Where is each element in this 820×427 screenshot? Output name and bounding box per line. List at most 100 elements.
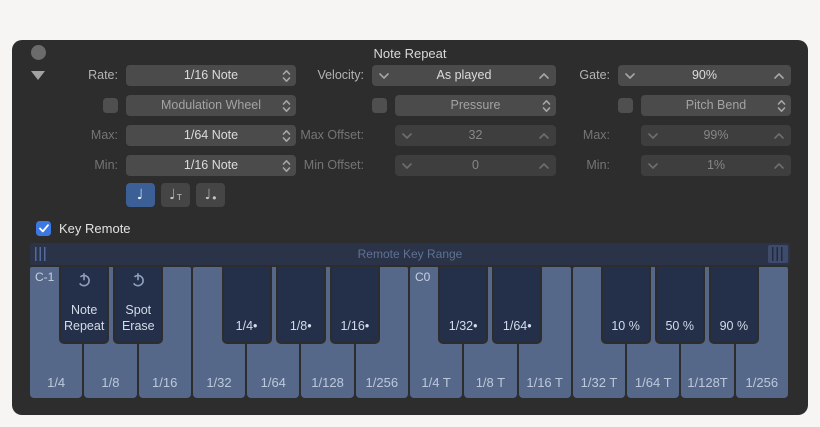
pitch-bend-popup[interactable]: Pitch Bend	[641, 94, 791, 116]
mod-wheel-popup[interactable]: Modulation Wheel	[126, 94, 296, 116]
key-remote-label: Key Remote	[59, 221, 131, 236]
window-close-button[interactable]	[31, 45, 46, 60]
note-mode-buttons: ♩ ♩ T ♩ •	[126, 183, 225, 207]
chevron-up-icon	[774, 162, 784, 169]
max-offset-label: Max Offset:	[300, 128, 364, 142]
rate-column: Rate: 1/16 Note Modulation Wheel Max:	[12, 60, 312, 210]
power-icon	[115, 272, 161, 288]
note-repeat-window: Note Repeat Rate: 1/16 Note Modulation W…	[12, 40, 808, 415]
max-offset-stepper[interactable]: 32	[395, 124, 556, 146]
rate-popup[interactable]: 1/16 Note	[126, 64, 296, 86]
gate-min-stepper[interactable]: 1%	[641, 154, 791, 176]
window-title: Note Repeat	[373, 46, 447, 61]
chevron-down-icon	[648, 132, 658, 139]
white-key-label: 1/32 T	[580, 375, 618, 390]
black-key-Note-Repeat[interactable]: Note Repeat	[61, 267, 108, 342]
chevron-down-icon	[379, 72, 389, 79]
black-key-1/32•[interactable]: 1/32•	[440, 267, 487, 342]
white-key-label: 1/64	[260, 375, 286, 390]
black-key-label: 1/32•	[448, 318, 478, 333]
black-key-Spot-Erase[interactable]: Spot Erase	[115, 267, 162, 342]
white-key-label: 1/16 T	[526, 375, 563, 390]
black-key-90-%[interactable]: 90 %	[710, 267, 757, 342]
chevron-up-down-icon	[282, 129, 291, 142]
black-key-50-%[interactable]: 50 %	[656, 267, 703, 342]
rate-min-label: Min:	[94, 158, 118, 172]
chevron-up-icon	[774, 132, 784, 139]
min-offset-label: Min Offset:	[303, 158, 364, 172]
white-key-label: 1/4	[47, 375, 66, 390]
white-key-label: 1/8 T	[475, 375, 506, 390]
chevron-down-icon	[648, 162, 658, 169]
chevron-up-down-icon	[282, 99, 291, 112]
black-key-1/4•[interactable]: 1/4•	[223, 267, 270, 342]
white-key-label: 1/256	[745, 375, 779, 390]
min-offset-stepper[interactable]: 0	[395, 154, 556, 176]
note-mode-dotted-button[interactable]: ♩ •	[196, 183, 225, 207]
chevron-up-down-icon	[282, 69, 291, 82]
disclosure-triangle-icon[interactable]	[31, 71, 45, 80]
octave-label: C0	[414, 270, 431, 284]
note-mode-normal-button[interactable]: ♩	[126, 183, 155, 207]
chevron-down-icon	[625, 72, 635, 79]
chevron-down-icon	[402, 162, 412, 169]
chevron-down-icon	[402, 132, 412, 139]
velocity-stepper[interactable]: As played	[372, 64, 556, 86]
key-remote-row: Key Remote	[36, 221, 131, 236]
chevron-up-down-icon	[542, 99, 551, 112]
black-key-1/16•[interactable]: 1/16•	[331, 267, 378, 342]
pitch-bend-checkbox[interactable]	[618, 97, 633, 113]
gate-max-label: Max:	[582, 128, 610, 142]
white-key-label: 1/8	[101, 375, 120, 390]
white-key-label: 1/128T	[687, 375, 728, 390]
black-key-label: Note Repeat	[63, 302, 105, 333]
black-key-label: 1/8•	[289, 318, 312, 333]
power-icon	[61, 272, 107, 288]
gate-max-stepper[interactable]: 99%	[641, 124, 791, 146]
rate-label: Rate:	[88, 68, 118, 82]
chevron-up-down-icon	[777, 99, 786, 112]
velocity-column: Velocity: As played Pressure Max Offset:	[258, 60, 564, 180]
remote-key-range-bar[interactable]: Remote Key Range	[30, 243, 790, 265]
white-key-label: 1/32	[206, 375, 232, 390]
key-remote-checkbox[interactable]	[36, 221, 51, 236]
quarter-note-icon: ♩	[136, 187, 144, 203]
range-left-handle-icon[interactable]	[35, 247, 46, 261]
gate-label: Gate:	[579, 68, 610, 82]
pressure-checkbox[interactable]	[372, 97, 387, 113]
white-key-label: 1/4 T	[421, 375, 451, 390]
velocity-label: Velocity:	[317, 68, 364, 82]
black-key-10-%[interactable]: 10 %	[602, 267, 649, 342]
grip-lines-icon	[772, 247, 783, 261]
remote-key-range-label: Remote Key Range	[357, 247, 463, 261]
rate-max-label: Max:	[90, 128, 118, 142]
triplet-note-icon: ♩	[169, 187, 176, 203]
black-key-1/64•[interactable]: 1/64•	[494, 267, 541, 342]
rate-max-popup[interactable]: 1/64 Note	[126, 124, 296, 146]
remote-keyboard: C-1 1/4 1/8 1/16 1/32 1/64 1/128 1/256 C0 1/4 T 1/…	[30, 267, 788, 398]
black-key-label: 90 %	[719, 318, 749, 333]
checkmark-icon	[38, 224, 49, 233]
black-key-label: 1/4•	[235, 318, 258, 333]
black-key-label: 50 %	[665, 318, 694, 333]
gate-min-label: Min:	[586, 158, 610, 172]
white-key-label: 1/64 T	[634, 375, 672, 390]
chevron-up-down-icon	[282, 159, 291, 172]
pressure-popup[interactable]: Pressure	[395, 94, 556, 116]
mod-wheel-checkbox[interactable]	[103, 97, 118, 113]
gate-stepper[interactable]: 90%	[618, 64, 791, 86]
range-right-handle[interactable]	[768, 245, 788, 263]
black-key-label: 1/16•	[340, 318, 370, 333]
note-mode-triplet-button[interactable]: ♩ T	[161, 183, 190, 207]
white-key-label: 1/256	[365, 375, 399, 390]
gate-column: Gate: 90% Pitch Bend Max:	[504, 60, 804, 180]
black-key-label: Spot Erase	[121, 302, 155, 333]
chevron-up-icon	[539, 162, 549, 169]
white-key-label: 1/16	[152, 375, 178, 390]
rate-min-popup[interactable]: 1/16 Note	[126, 154, 296, 176]
chevron-up-icon	[774, 72, 784, 79]
white-key-label: 1/128	[311, 375, 344, 390]
chevron-up-icon	[539, 72, 549, 79]
chevron-up-icon	[539, 132, 549, 139]
black-key-1/8•[interactable]: 1/8•	[277, 267, 324, 342]
